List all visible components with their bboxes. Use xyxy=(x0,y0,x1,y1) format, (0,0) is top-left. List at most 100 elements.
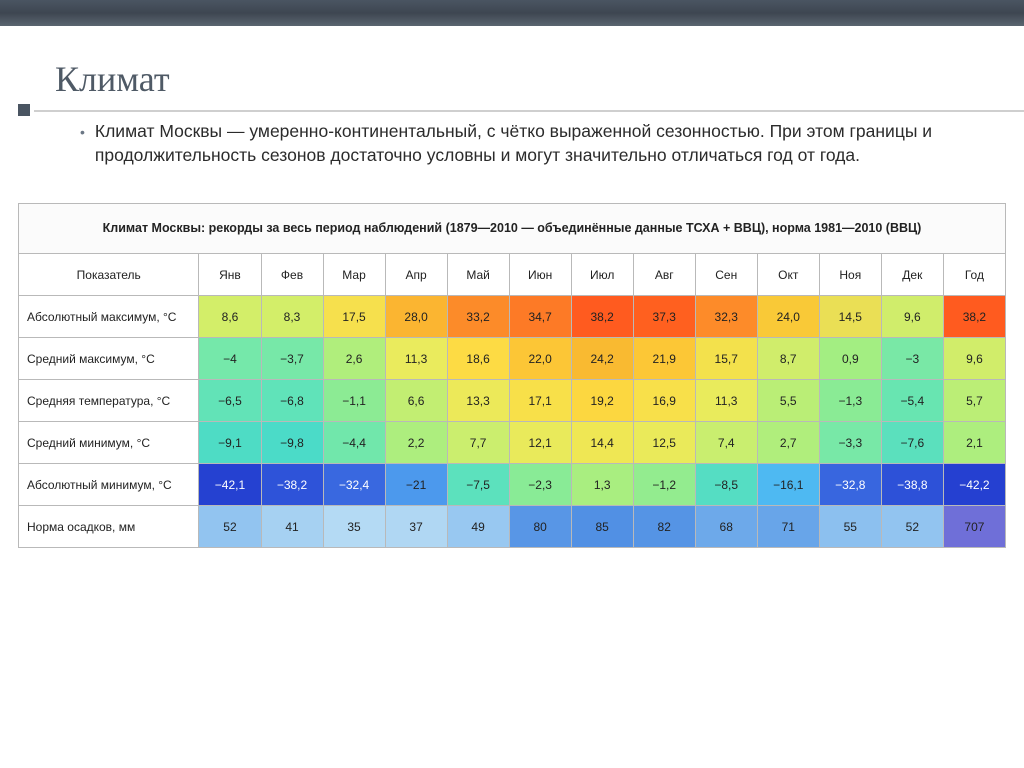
data-cell: −7,5 xyxy=(447,464,509,506)
data-cell: −3 xyxy=(881,338,943,380)
accent-line xyxy=(34,110,1024,112)
month-header: Сен xyxy=(695,254,757,296)
data-cell: 55 xyxy=(819,506,881,548)
data-cell: 5,7 xyxy=(943,380,1005,422)
month-header: Май xyxy=(447,254,509,296)
data-cell: −42,2 xyxy=(943,464,1005,506)
data-cell: −4 xyxy=(199,338,261,380)
data-cell: 11,3 xyxy=(385,338,447,380)
month-header: Год xyxy=(943,254,1005,296)
bullet-block: • Климат Москвы — умеренно-континентальн… xyxy=(0,114,1024,167)
data-cell: −21 xyxy=(385,464,447,506)
data-cell: 9,6 xyxy=(881,296,943,338)
data-cell: 85 xyxy=(571,506,633,548)
month-header: Янв xyxy=(199,254,261,296)
data-cell: 14,4 xyxy=(571,422,633,464)
data-cell: 24,2 xyxy=(571,338,633,380)
table-body: Абсолютный максимум, °C8,68,317,528,033,… xyxy=(19,296,1006,548)
table-row: Средняя температура, °C−6,5−6,8−1,16,613… xyxy=(19,380,1006,422)
data-cell: 21,9 xyxy=(633,338,695,380)
data-cell: −16,1 xyxy=(757,464,819,506)
month-header: Фев xyxy=(261,254,323,296)
data-cell: −32,4 xyxy=(323,464,385,506)
bullet-dot-icon: • xyxy=(80,120,85,167)
data-cell: 2,7 xyxy=(757,422,819,464)
data-cell: −42,1 xyxy=(199,464,261,506)
data-cell: −2,3 xyxy=(509,464,571,506)
accent-square xyxy=(18,104,30,116)
data-cell: −1,3 xyxy=(819,380,881,422)
data-cell: 7,4 xyxy=(695,422,757,464)
table-caption: Климат Москвы: рекорды за весь период на… xyxy=(19,204,1006,254)
data-cell: 707 xyxy=(943,506,1005,548)
month-header: Ноя xyxy=(819,254,881,296)
row-label: Средний минимум, °C xyxy=(19,422,199,464)
data-cell: −9,1 xyxy=(199,422,261,464)
row-label: Абсолютный максимум, °C xyxy=(19,296,199,338)
data-cell: 16,9 xyxy=(633,380,695,422)
month-header: Авг xyxy=(633,254,695,296)
data-cell: 38,2 xyxy=(943,296,1005,338)
data-cell: 1,3 xyxy=(571,464,633,506)
data-cell: 8,3 xyxy=(261,296,323,338)
data-cell: −6,8 xyxy=(261,380,323,422)
data-cell: 49 xyxy=(447,506,509,548)
data-cell: −38,8 xyxy=(881,464,943,506)
table-row: Абсолютный максимум, °C8,68,317,528,033,… xyxy=(19,296,1006,338)
data-cell: 9,6 xyxy=(943,338,1005,380)
bullet-text: Климат Москвы — умеренно-континентальный… xyxy=(95,120,944,167)
data-cell: 11,3 xyxy=(695,380,757,422)
data-cell: 18,6 xyxy=(447,338,509,380)
data-cell: 33,2 xyxy=(447,296,509,338)
month-header: Апр xyxy=(385,254,447,296)
data-cell: 17,1 xyxy=(509,380,571,422)
data-cell: −8,5 xyxy=(695,464,757,506)
data-cell: 2,6 xyxy=(323,338,385,380)
month-header: Мар xyxy=(323,254,385,296)
data-cell: −3,7 xyxy=(261,338,323,380)
data-cell: 52 xyxy=(881,506,943,548)
data-cell: 71 xyxy=(757,506,819,548)
data-cell: 82 xyxy=(633,506,695,548)
data-cell: −3,3 xyxy=(819,422,881,464)
data-cell: 15,7 xyxy=(695,338,757,380)
data-cell: 13,3 xyxy=(447,380,509,422)
col-label: Показатель xyxy=(19,254,199,296)
month-header: Июл xyxy=(571,254,633,296)
data-cell: 68 xyxy=(695,506,757,548)
data-cell: −32,8 xyxy=(819,464,881,506)
bullet-item: • Климат Москвы — умеренно-континентальн… xyxy=(80,120,944,167)
row-label: Норма осадков, мм xyxy=(19,506,199,548)
data-cell: 80 xyxy=(509,506,571,548)
data-cell: 37 xyxy=(385,506,447,548)
table-row: Абсолютный минимум, °C−42,1−38,2−32,4−21… xyxy=(19,464,1006,506)
table-row: Средний минимум, °C−9,1−9,8−4,42,27,712,… xyxy=(19,422,1006,464)
data-cell: 34,7 xyxy=(509,296,571,338)
data-cell: 22,0 xyxy=(509,338,571,380)
table-header-row: Показатель ЯнвФевМарАпрМайИюнИюлАвгСенОк… xyxy=(19,254,1006,296)
data-cell: −5,4 xyxy=(881,380,943,422)
data-cell: 41 xyxy=(261,506,323,548)
data-cell: 6,6 xyxy=(385,380,447,422)
table-row: Норма осадков, мм52413537498085826871555… xyxy=(19,506,1006,548)
data-cell: 38,2 xyxy=(571,296,633,338)
data-cell: −38,2 xyxy=(261,464,323,506)
data-cell: 52 xyxy=(199,506,261,548)
data-cell: −1,1 xyxy=(323,380,385,422)
month-header: Июн xyxy=(509,254,571,296)
data-cell: 37,3 xyxy=(633,296,695,338)
row-label: Средний максимум, °C xyxy=(19,338,199,380)
data-cell: −7,6 xyxy=(881,422,943,464)
data-cell: 2,2 xyxy=(385,422,447,464)
month-header: Дек xyxy=(881,254,943,296)
slide-top-bar xyxy=(0,0,1024,28)
data-cell: 24,0 xyxy=(757,296,819,338)
data-cell: −4,4 xyxy=(323,422,385,464)
data-cell: 8,7 xyxy=(757,338,819,380)
climate-table: Климат Москвы: рекорды за весь период на… xyxy=(18,203,1006,548)
data-cell: 14,5 xyxy=(819,296,881,338)
data-cell: −9,8 xyxy=(261,422,323,464)
data-cell: 19,2 xyxy=(571,380,633,422)
data-cell: 2,1 xyxy=(943,422,1005,464)
data-cell: 12,1 xyxy=(509,422,571,464)
